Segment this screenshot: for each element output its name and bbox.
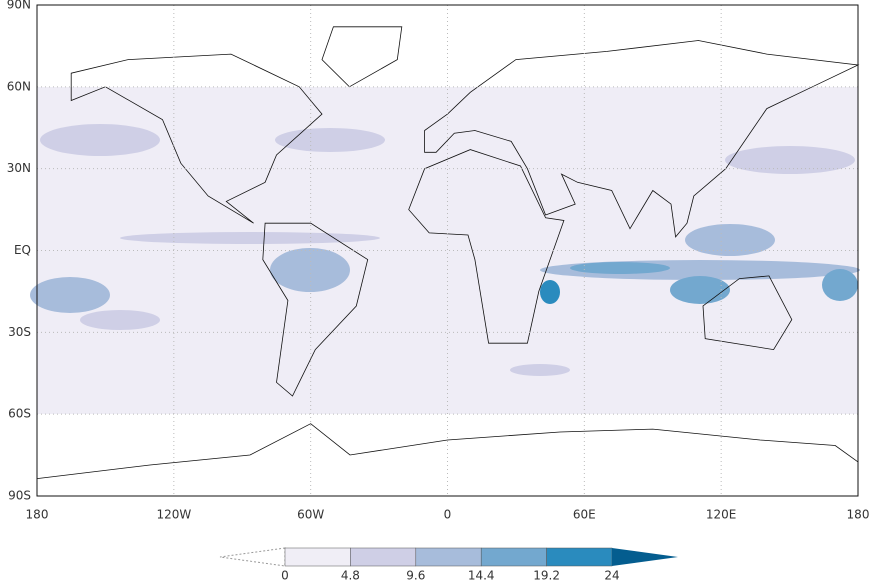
colorbar: 0 4.8 9.6 14.4 19.2 24: [219, 547, 678, 581]
blob: [725, 146, 855, 174]
colorbar-label: 24: [604, 569, 619, 581]
colorbar-label: 14.4: [468, 569, 495, 581]
lon-label: 0: [444, 508, 452, 522]
blob: [120, 232, 380, 244]
africa: [408, 149, 565, 344]
lat-label: 30S: [8, 325, 31, 339]
blob: [570, 262, 670, 274]
colorbar-over: [612, 548, 678, 566]
precip-blobs: [30, 124, 860, 376]
eurasia: [424, 40, 860, 238]
lat-label: 90N: [7, 0, 31, 12]
lat-label: 30N: [7, 161, 31, 175]
south-america: [262, 222, 369, 397]
lat-label: EQ: [14, 243, 31, 257]
lat-label: 90S: [8, 489, 31, 503]
colorbar-bin: [284, 547, 351, 567]
lat-label: 60S: [8, 407, 31, 421]
lon-label: 120W: [156, 508, 191, 522]
lon-label: 120E: [706, 508, 737, 522]
greenland: [321, 26, 403, 88]
colorbar-bin: [480, 547, 547, 567]
blob: [540, 280, 560, 304]
antarctica: [36, 423, 859, 479]
blob: [685, 224, 775, 256]
north-america: [70, 53, 323, 224]
colorbar-label: 19.2: [533, 569, 560, 581]
coastlines: [36, 26, 860, 479]
lon-label: 180: [26, 508, 49, 522]
colorbar-under: [219, 547, 286, 567]
lat-label: 60N: [7, 79, 31, 93]
blob: [822, 269, 858, 301]
colorbar-label: 0: [281, 569, 289, 581]
blob: [270, 248, 350, 292]
blob: [275, 128, 385, 152]
colorbar-label: 4.8: [341, 569, 360, 581]
lon-label: 60W: [297, 508, 324, 522]
colorbar-label: 9.6: [406, 569, 425, 581]
map-frame: [36, 4, 859, 497]
colorbar-bin: [350, 547, 417, 567]
axis-labels: 90N 60N 30N EQ 30S 60S 90S 180 120W 60W 0 60E 120E 18…: [7, 0, 870, 522]
blob: [40, 124, 160, 156]
australia: [702, 275, 793, 351]
lon-label: 180: [847, 508, 870, 522]
blob: [30, 277, 110, 313]
graticule: [37, 5, 858, 496]
lon-label: 60E: [573, 508, 596, 522]
blob: [510, 364, 570, 376]
blob: [80, 310, 160, 330]
colorbar-bin: [415, 547, 482, 567]
colorbar-bin: [546, 547, 613, 567]
